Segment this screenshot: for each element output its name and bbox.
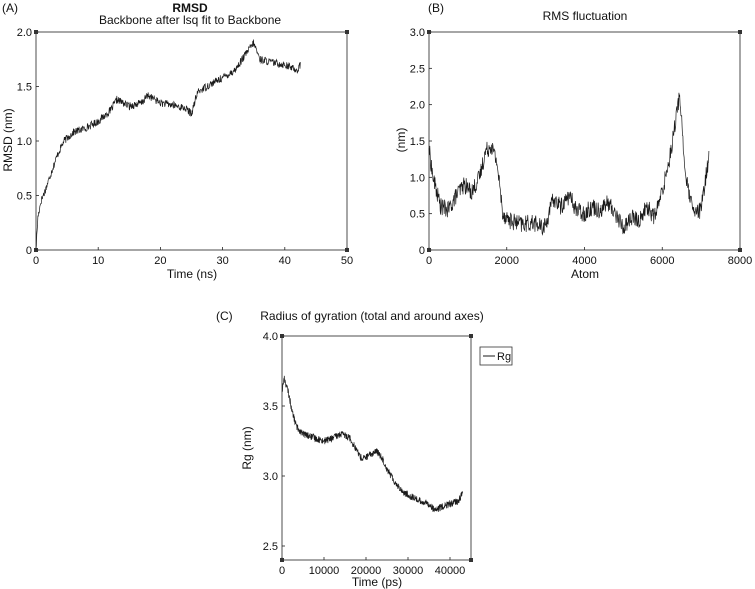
rmsf-x-tick-label: 8000 [728, 255, 752, 267]
rmsd-y-tick-label: 1.0 [17, 136, 32, 148]
rmsf-corner-marker [427, 248, 431, 252]
rg-corner-marker [469, 334, 473, 338]
rmsd-subtitle: Backbone after lsq fit to Backbone [99, 13, 281, 27]
rmsd-y-axis-label: RMSD (nm) [1, 108, 15, 171]
rg-series-line [281, 375, 463, 513]
panel-rmsd: (A) RMSD Backbone after lsq fit to Backb… [1, 1, 353, 281]
rg-corner-marker [469, 558, 473, 562]
rmsf-x-tick-label: 4000 [572, 255, 596, 267]
rmsd-x-tick-label: 40 [279, 255, 291, 267]
rg-x-tick-label: 20000 [351, 565, 382, 577]
rmsf-corner-marker [738, 248, 742, 252]
rmsf-x-tick-label: 0 [426, 255, 432, 267]
rmsf-series-line [428, 92, 710, 236]
rmsf-corner-marker [738, 30, 742, 34]
rmsd-corner-marker [345, 30, 349, 34]
rmsf-y-tick-label: 3.0 [410, 27, 425, 39]
rmsd-x-tick-label: 0 [33, 255, 39, 267]
rg-title: Radius of gyration (total and around axe… [260, 309, 483, 323]
rg-corner-marker [280, 558, 284, 562]
rg-corner-marker [280, 334, 284, 338]
rg-x-tick-label: 40000 [435, 565, 466, 577]
rmsf-corner-marker [427, 30, 431, 34]
rmsf-plot-frame [428, 31, 741, 251]
rmsf-y-axis-label: (nm) [394, 128, 408, 153]
rmsd-y-tick-label: 0 [26, 245, 32, 257]
rg-legend: Rg [479, 346, 513, 366]
rg-y-tick-label: 3.5 [263, 401, 278, 413]
rmsd-corner-marker [345, 248, 349, 252]
rmsf-y-tick-label: 1.0 [410, 172, 425, 184]
rg-x-tick-label: 0 [279, 565, 285, 577]
rg-y-tick-label: 4.0 [263, 331, 278, 343]
rmsd-plot-frame [35, 31, 348, 251]
rmsf-y-tick-label: 0.5 [410, 209, 425, 221]
rg-y-tick-label: 3.0 [263, 471, 278, 483]
legend-item-rg: Rg [497, 351, 511, 363]
rmsd-series-line [35, 39, 301, 251]
rmsf-x-tick-label: 2000 [495, 255, 519, 267]
rg-x-tick-label: 10000 [309, 565, 340, 577]
rg-y-axis-label: Rg (nm) [240, 426, 254, 469]
panel-label-c: (C) [216, 309, 233, 323]
panel-rg: (C) Radius of gyration (total and around… [216, 309, 513, 589]
rmsf-x-tick-label: 6000 [650, 255, 674, 267]
rmsd-y-tick-label: 1.5 [17, 82, 32, 94]
rmsf-y-tick-label: 0 [419, 245, 425, 257]
panel-label-a: (A) [2, 1, 18, 15]
rmsd-title: RMSD [172, 1, 208, 15]
rmsd-x-tick-label: 20 [154, 255, 166, 267]
rmsf-x-axis-label: Atom [571, 267, 599, 281]
rmsf-y-tick-label: 1.5 [410, 136, 425, 148]
panel-label-b: (B) [428, 1, 444, 15]
rmsf-title: RMS fluctuation [543, 9, 628, 23]
legend-box [479, 346, 513, 366]
rmsd-x-tick-label: 50 [341, 255, 353, 267]
panel-rmsf: (B) RMS fluctuation 0 2000 4000 6000 8000 0 0… [394, 1, 752, 281]
rmsd-x-axis-label: Time (ns) [167, 267, 217, 281]
rg-x-axis-label: Time (ps) [352, 575, 402, 589]
rg-y-tick-label: 2.5 [263, 541, 278, 553]
rg-plot-frame [281, 335, 472, 561]
rmsd-y-tick-label: 2.0 [17, 27, 32, 39]
rg-x-tick-label: 30000 [393, 565, 424, 577]
rmsd-y-tick-label: 0.5 [17, 191, 32, 203]
rmsd-x-tick-label: 30 [216, 255, 228, 267]
rmsf-y-tick-label: 2.0 [410, 100, 425, 112]
rmsd-corner-marker [34, 30, 38, 34]
rmsf-y-tick-label: 2.5 [410, 63, 425, 75]
rmsd-x-tick-label: 10 [92, 255, 104, 267]
